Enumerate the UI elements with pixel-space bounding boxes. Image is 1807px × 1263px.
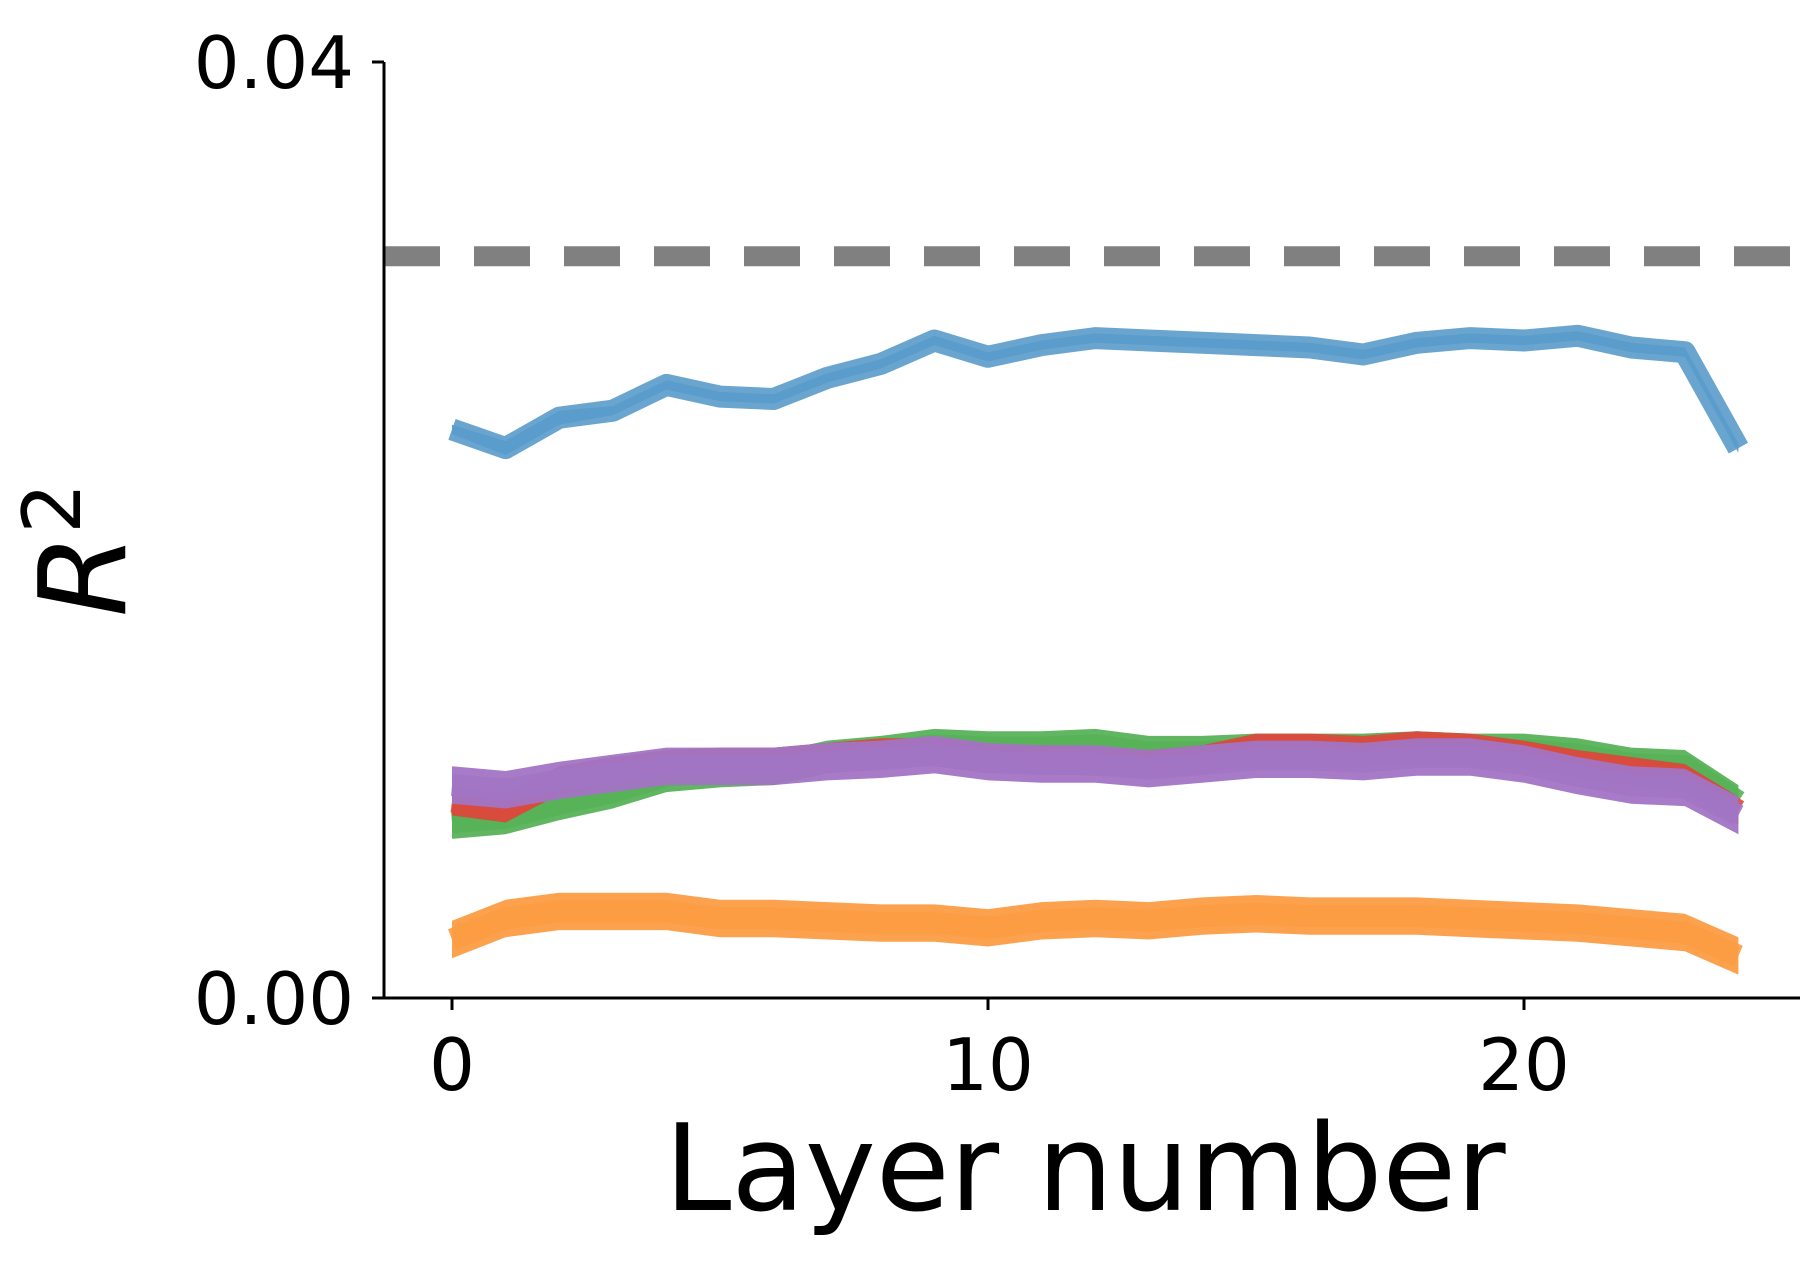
x-tick-label: 0 bbox=[429, 1023, 475, 1107]
series-5 bbox=[447, 892, 1743, 975]
x-tick-label: 10 bbox=[942, 1023, 1034, 1107]
y-tick-label: 0.00 bbox=[194, 957, 354, 1041]
series-4 bbox=[451, 735, 1744, 835]
series-1 bbox=[448, 324, 1749, 460]
series-1-line bbox=[448, 324, 1749, 460]
series-4-line bbox=[451, 743, 1744, 826]
y-axis-title: R2 bbox=[6, 483, 154, 617]
series-5-line bbox=[447, 900, 1743, 966]
x-axis-title: Layer number bbox=[664, 1100, 1506, 1239]
series-layer bbox=[447, 324, 1749, 975]
y-axis-title-base: R bbox=[15, 534, 154, 617]
axes bbox=[382, 62, 1800, 1000]
series-4-band bbox=[452, 735, 1739, 835]
y-axis-title-superscript: 2 bbox=[6, 483, 99, 534]
y-tick-label: 0.04 bbox=[194, 21, 354, 105]
ticks: 0.00 0.04 0 10 20 bbox=[194, 21, 1570, 1107]
x-tick-label: 20 bbox=[1478, 1023, 1570, 1107]
